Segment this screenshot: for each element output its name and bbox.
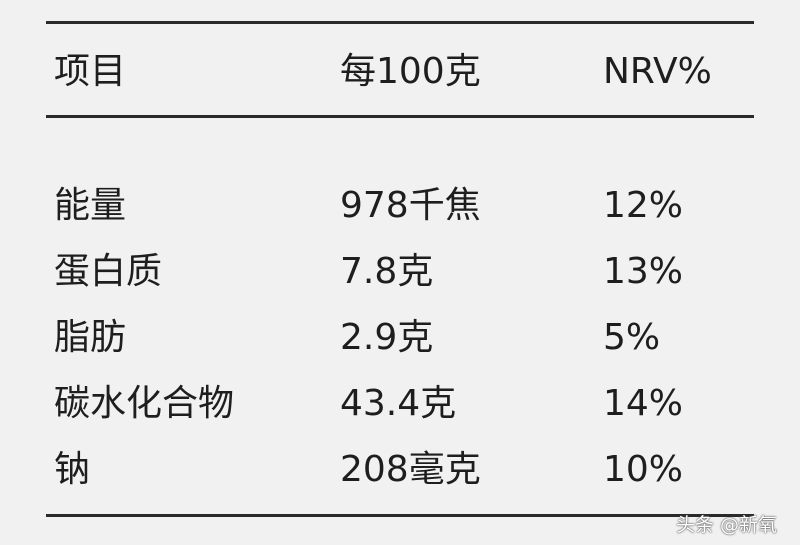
table-cell: 2.9克 bbox=[340, 317, 434, 358]
table-cell: 能量 bbox=[54, 185, 127, 226]
table-cell: 7.8克 bbox=[340, 251, 434, 292]
header-rule bbox=[46, 115, 754, 118]
bottom-rule bbox=[46, 514, 754, 517]
table-cell: 5% bbox=[603, 317, 661, 358]
header-cell: 每100克 bbox=[340, 51, 481, 92]
table-cell: 43.4克 bbox=[340, 383, 457, 424]
table-cell: 蛋白质 bbox=[54, 251, 163, 292]
table-cell: 12% bbox=[603, 185, 684, 226]
table-cell: 脂肪 bbox=[54, 317, 127, 358]
header-cell: NRV% bbox=[603, 51, 712, 92]
table-cell: 13% bbox=[603, 251, 684, 292]
table-cell: 钠 bbox=[54, 449, 91, 490]
table-cell: 14% bbox=[603, 383, 684, 424]
header-cell: 项目 bbox=[54, 51, 127, 92]
watermark: 头条 @新氧 bbox=[676, 514, 778, 536]
table-cell: 978千焦 bbox=[340, 185, 481, 226]
top-rule bbox=[46, 21, 754, 24]
table-cell: 208毫克 bbox=[340, 449, 481, 490]
table-cell: 碳水化合物 bbox=[54, 383, 235, 424]
table-cell: 10% bbox=[603, 449, 684, 490]
